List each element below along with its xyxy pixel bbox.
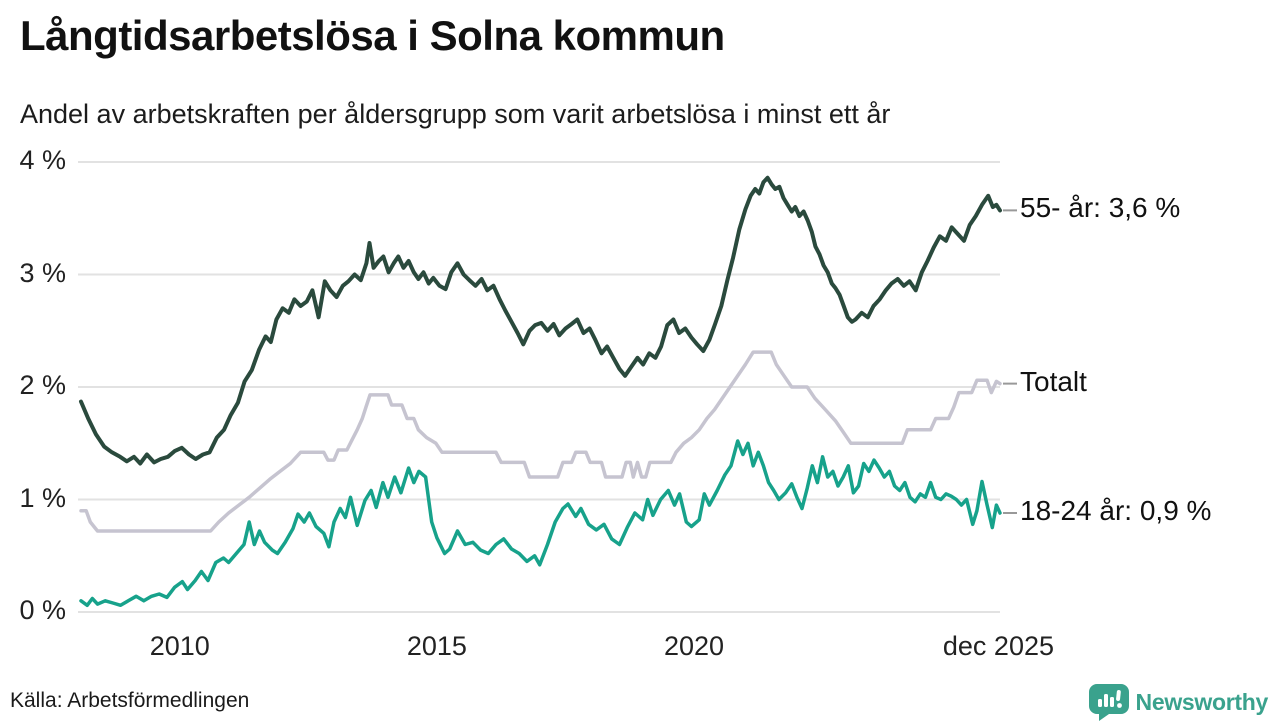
series-line-55-ar	[79, 175, 1002, 466]
x-tick-label: 2015	[406, 631, 467, 661]
exclamation-dot	[1116, 703, 1122, 708]
chart-subtitle: Andel av arbetskraften per åldersgrupp s…	[20, 99, 891, 129]
newsworthy-brand[interactable]: Newsworthy	[1088, 684, 1269, 721]
bar-glyph	[1109, 697, 1114, 707]
page-title: Långtidsarbetslösa i Solna kommun	[20, 12, 725, 59]
newsworthy-brand-name: Newsworthy	[1135, 689, 1269, 715]
x-tick-label: 2010	[149, 631, 210, 661]
series-line-totalt	[79, 350, 1002, 533]
y-tick-label: 2 %	[19, 370, 66, 400]
source-note: Källa: Arbetsförmedlingen	[10, 689, 250, 712]
y-tick-label: 0 %	[19, 595, 66, 625]
x-tick-label: dec 2025	[942, 631, 1054, 661]
speech-bubble-shape	[1088, 684, 1129, 721]
series-end-label-55-ar: 55- år: 3,6 %	[1020, 192, 1181, 224]
series-end-label-totalt: Totalt	[1020, 365, 1087, 397]
series-end-label-18-24-ar: 18-24 år: 0,9 %	[1020, 495, 1212, 526]
exclamation-stem	[1115, 690, 1121, 701]
series-line-18-24-ar	[79, 439, 1002, 608]
bar-glyph	[1103, 694, 1108, 707]
newsworthy-logo-icon	[1088, 684, 1129, 721]
y-tick-label: 3 %	[19, 257, 66, 288]
bar-glyph	[1097, 699, 1102, 707]
y-tick-label: 4 %	[19, 145, 66, 175]
x-tick-label: 2020	[663, 631, 725, 661]
y-tick-label: 1 %	[19, 482, 66, 513]
